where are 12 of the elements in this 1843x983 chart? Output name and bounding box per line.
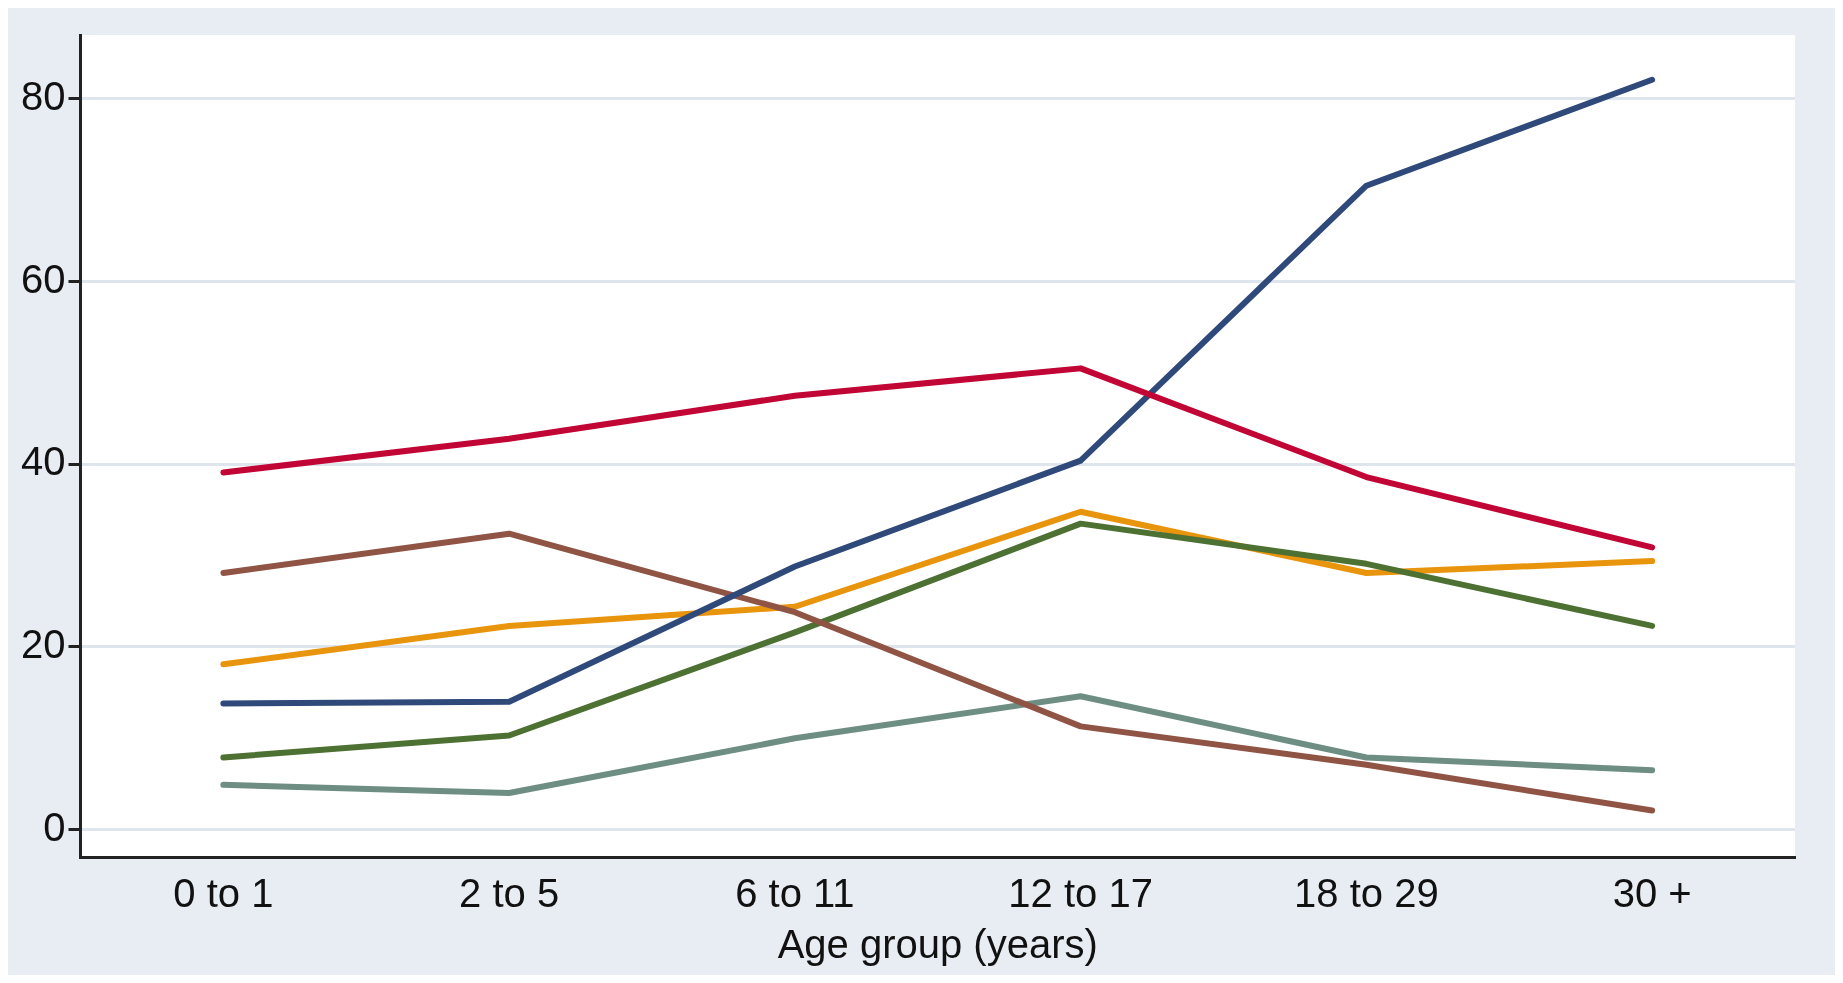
y-tick-label: 20: [20, 621, 66, 666]
y-tick-label: 0: [43, 804, 66, 849]
x-tick-label: 30 +: [1612, 871, 1692, 916]
x-tick-label: 6 to 11: [735, 871, 855, 916]
x-axis-title: Age group (years): [777, 922, 1098, 967]
y-tick-label: 80: [20, 73, 66, 118]
y-tick-label: 40: [20, 439, 66, 484]
x-tick-label: 18 to 29: [1294, 871, 1439, 916]
x-tick-label: 2 to 5: [459, 871, 560, 916]
x-tick-label: 12 to 17: [1008, 871, 1153, 916]
x-tick-label: 0 to 1: [173, 871, 274, 916]
y-tick-label: 60: [20, 256, 66, 301]
